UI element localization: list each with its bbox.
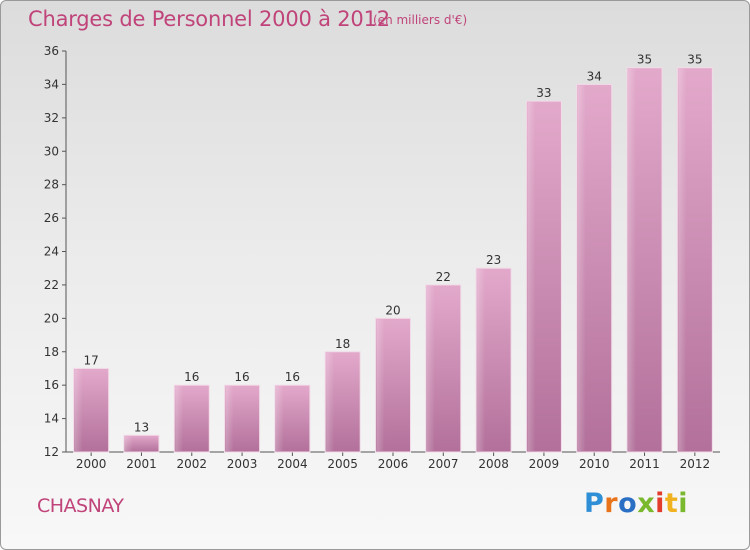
y-tick-label: 22: [44, 278, 59, 292]
bar-highlight: [326, 352, 335, 451]
y-tick-label: 26: [44, 211, 59, 225]
chart-title: Charges de Personnel 2000 à 2012: [28, 7, 390, 31]
bar-value-label: 35: [687, 53, 702, 67]
bar-value-label: 17: [84, 353, 99, 367]
y-tick-label: 20: [44, 311, 59, 325]
bar-value-label: 13: [134, 420, 149, 434]
logo-letter: x: [637, 488, 656, 519]
bar-highlight: [477, 269, 486, 451]
y-tick-label: 24: [44, 245, 59, 259]
x-tick-label: 2007: [428, 457, 459, 471]
bar-value-label: 18: [335, 337, 350, 351]
bar-value-label: 35: [637, 53, 652, 67]
y-tick-label: 32: [44, 111, 59, 125]
commune-name: CHASNAY: [37, 495, 124, 517]
y-tick-label: 34: [44, 77, 59, 91]
x-tick-label: 2001: [126, 457, 157, 471]
bar-value-label: 20: [385, 303, 400, 317]
bar-value-label: 34: [587, 69, 602, 83]
x-tick-label: 2006: [378, 457, 409, 471]
bar-highlight: [124, 436, 133, 451]
y-tick-label: 14: [44, 412, 59, 426]
x-tick-label: 2002: [176, 457, 207, 471]
logo-letter: i: [678, 488, 689, 519]
bar-value-label: 16: [184, 370, 199, 384]
x-tick-label: 2005: [327, 457, 358, 471]
bar-highlight: [175, 386, 184, 451]
y-tick-label: 36: [44, 44, 59, 58]
bar-value-label: 16: [234, 370, 249, 384]
x-tick-label: 2000: [76, 457, 107, 471]
bar-highlight: [426, 285, 435, 451]
x-tick-label: 2012: [680, 457, 711, 471]
x-tick-label: 2011: [629, 457, 660, 471]
logo-letter: r: [604, 488, 619, 519]
bar-highlight: [527, 102, 536, 451]
logo-letter: i: [655, 488, 665, 519]
bar-highlight: [275, 386, 284, 451]
bar-value-label: 16: [285, 370, 300, 384]
logo-letter: t: [664, 488, 679, 519]
x-tick-label: 2009: [529, 457, 560, 471]
y-tick-label: 30: [44, 144, 59, 158]
bar-value-label: 33: [536, 86, 551, 100]
logo-letter: P: [584, 488, 605, 519]
y-tick-label: 28: [44, 178, 59, 192]
chart-subtitle: (en milliers d'€): [373, 13, 468, 27]
bar-value-label: 23: [486, 253, 501, 267]
bar-value-label: 22: [436, 270, 451, 284]
x-tick-label: 2010: [579, 457, 610, 471]
x-tick-label: 2008: [478, 457, 509, 471]
bar-highlight: [678, 68, 687, 451]
logo-letter: o: [618, 488, 638, 519]
bar-highlight: [628, 68, 637, 451]
y-tick-label: 18: [44, 345, 59, 359]
bar-highlight: [577, 85, 586, 452]
x-tick-label: 2004: [277, 457, 308, 471]
proxiti-logo: Proxiti: [584, 488, 688, 519]
bar-highlight: [74, 369, 83, 451]
bar-highlight: [376, 319, 385, 451]
y-tick-label: 12: [44, 445, 59, 459]
x-tick-label: 2003: [227, 457, 258, 471]
bar-highlight: [225, 386, 234, 451]
y-tick-label: 16: [44, 378, 59, 392]
